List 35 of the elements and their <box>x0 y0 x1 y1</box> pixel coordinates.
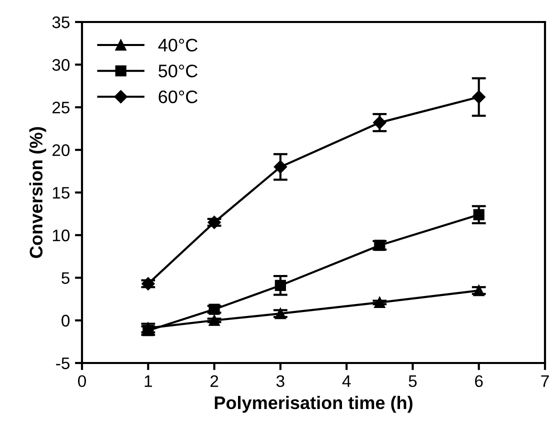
point <box>374 296 386 308</box>
point <box>473 209 484 220</box>
y-tick-label: 35 <box>52 16 70 28</box>
y-tick-label: 0 <box>62 314 70 327</box>
x-tick-label: 5 <box>408 375 417 388</box>
y-tick-label: 15 <box>52 187 70 199</box>
point <box>208 304 220 315</box>
point <box>473 284 484 296</box>
x-tick-label: 4 <box>342 375 351 387</box>
point <box>274 308 286 320</box>
x-tick-label: 0 <box>78 375 86 388</box>
legend-label: 60°C <box>158 90 198 104</box>
legend-label: 50°C <box>158 64 198 78</box>
point <box>142 322 154 334</box>
x-tick-label: 6 <box>475 375 483 388</box>
point <box>274 160 288 174</box>
y-tick-label: 20 <box>52 144 70 156</box>
point <box>472 90 486 104</box>
point <box>208 314 220 326</box>
point <box>373 116 386 130</box>
y-tick-label: 10 <box>52 230 70 242</box>
y-axis-title: Conversion (%) <box>29 127 46 258</box>
point <box>274 280 286 291</box>
point <box>208 216 221 229</box>
y-tick-label: 25 <box>52 102 70 114</box>
x-axis-title: Polymerisation time (h) <box>214 396 412 413</box>
legend-label: 40°C <box>158 38 198 52</box>
y-tick-label: -5 <box>56 358 70 370</box>
y-tick-label: 30 <box>52 59 70 71</box>
y-tick-label: 5 <box>62 272 70 284</box>
x-tick-label: 3 <box>276 375 284 388</box>
x-tick-label: 1 <box>144 375 152 387</box>
x-tick-label: 2 <box>210 375 218 387</box>
point <box>374 240 386 251</box>
x-tick-label: 7 <box>541 375 549 387</box>
